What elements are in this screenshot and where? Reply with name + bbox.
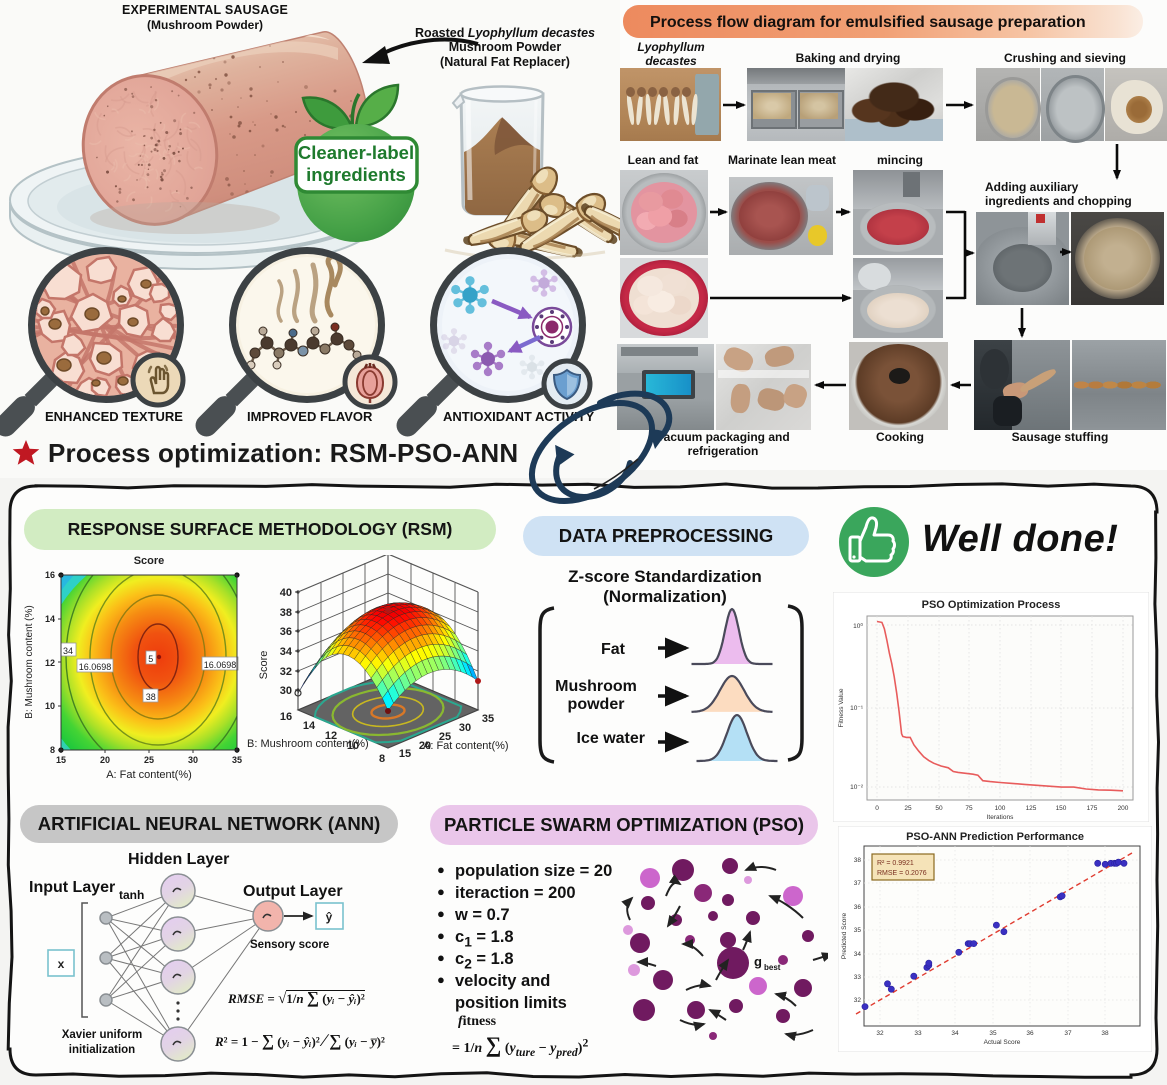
svg-text:Score: Score	[258, 651, 270, 680]
svg-text:PSO Optimization Process: PSO Optimization Process	[922, 599, 1061, 611]
svg-text:37: 37	[1064, 1030, 1072, 1037]
svg-text:15: 15	[399, 748, 411, 760]
svg-text:R² = 0.9921: R² = 0.9921	[877, 860, 914, 867]
svg-text:38: 38	[280, 607, 292, 619]
svg-text:16.0698: 16.0698	[79, 662, 112, 672]
svg-text:16: 16	[280, 711, 292, 723]
svg-text:Predicted Score: Predicted Score	[841, 912, 848, 959]
svg-text:RMSE = 0.2076: RMSE = 0.2076	[877, 870, 927, 877]
svg-text:35: 35	[854, 927, 862, 934]
svg-text:10: 10	[45, 701, 55, 711]
svg-text:Score: Score	[134, 555, 165, 567]
svg-text:20: 20	[419, 740, 431, 752]
svg-text:PSO-ANN Prediction Performance: PSO-ANN Prediction Performance	[906, 831, 1084, 843]
svg-text:10⁻²: 10⁻²	[850, 784, 864, 791]
svg-text:A: Fat content(%): A: Fat content(%)	[106, 769, 192, 781]
svg-text:35: 35	[989, 1030, 997, 1037]
svg-text:30: 30	[280, 685, 292, 697]
svg-text:150: 150	[1056, 805, 1067, 812]
svg-text:10⁻¹: 10⁻¹	[850, 705, 864, 712]
svg-text:x: x	[58, 957, 65, 971]
svg-text:g: g	[754, 954, 762, 969]
svg-text:75: 75	[965, 805, 973, 812]
svg-text:34: 34	[280, 646, 293, 658]
svg-text:35: 35	[232, 755, 242, 765]
svg-text:32: 32	[876, 1030, 884, 1037]
svg-text:14: 14	[303, 720, 316, 732]
svg-text:37: 37	[854, 880, 862, 887]
svg-text:35: 35	[482, 713, 494, 725]
svg-text:12: 12	[45, 658, 55, 668]
svg-text:36: 36	[854, 904, 862, 911]
svg-text:32: 32	[280, 666, 292, 678]
svg-text:25: 25	[904, 805, 912, 812]
svg-text:25: 25	[144, 755, 154, 765]
svg-text:16.0698: 16.0698	[204, 660, 237, 670]
svg-text:8: 8	[50, 745, 55, 755]
svg-text:5: 5	[148, 654, 153, 664]
svg-text:36: 36	[1026, 1030, 1034, 1037]
svg-text:A: Fat content(%): A: Fat content(%)	[423, 740, 509, 752]
svg-text:125: 125	[1026, 805, 1037, 812]
svg-text:200: 200	[1118, 805, 1129, 812]
svg-text:15: 15	[56, 755, 66, 765]
svg-text:12: 12	[325, 730, 337, 742]
svg-text:33: 33	[854, 974, 862, 981]
svg-text:10⁰: 10⁰	[853, 622, 863, 630]
svg-text:40: 40	[280, 587, 292, 599]
svg-text:B: Mushroom content (%): B: Mushroom content (%)	[24, 605, 35, 718]
svg-text:32: 32	[854, 997, 862, 1004]
svg-text:Fitness Value: Fitness Value	[838, 688, 845, 727]
svg-text:175: 175	[1087, 805, 1098, 812]
svg-text:20: 20	[100, 755, 110, 765]
svg-text:34: 34	[854, 951, 862, 958]
svg-text:ingredients: ingredients	[306, 164, 406, 185]
svg-text:38: 38	[1101, 1030, 1109, 1037]
svg-text:33: 33	[914, 1030, 922, 1037]
svg-text:50: 50	[935, 805, 943, 812]
svg-text:38: 38	[854, 857, 862, 864]
svg-text:ŷ: ŷ	[326, 910, 333, 924]
svg-text:36: 36	[280, 626, 292, 638]
svg-text:Iterations: Iterations	[987, 814, 1014, 821]
svg-text:25: 25	[439, 731, 451, 743]
svg-text:B: Mushroom content(%): B: Mushroom content(%)	[247, 738, 369, 750]
svg-text:10: 10	[347, 740, 359, 752]
svg-text:38: 38	[146, 692, 156, 702]
svg-text:30: 30	[459, 722, 471, 734]
svg-text:34: 34	[951, 1030, 959, 1037]
svg-text:100: 100	[995, 805, 1006, 812]
svg-text:8: 8	[379, 753, 385, 765]
svg-text:14: 14	[45, 614, 55, 624]
svg-text:16: 16	[45, 570, 55, 580]
svg-text:34: 34	[63, 646, 73, 656]
svg-text:best: best	[764, 963, 781, 972]
svg-text:Actual Score: Actual Score	[984, 1039, 1021, 1046]
svg-text:Cleaner-label: Cleaner-label	[298, 142, 414, 163]
svg-text:30: 30	[188, 755, 198, 765]
svg-text:0: 0	[875, 805, 879, 812]
